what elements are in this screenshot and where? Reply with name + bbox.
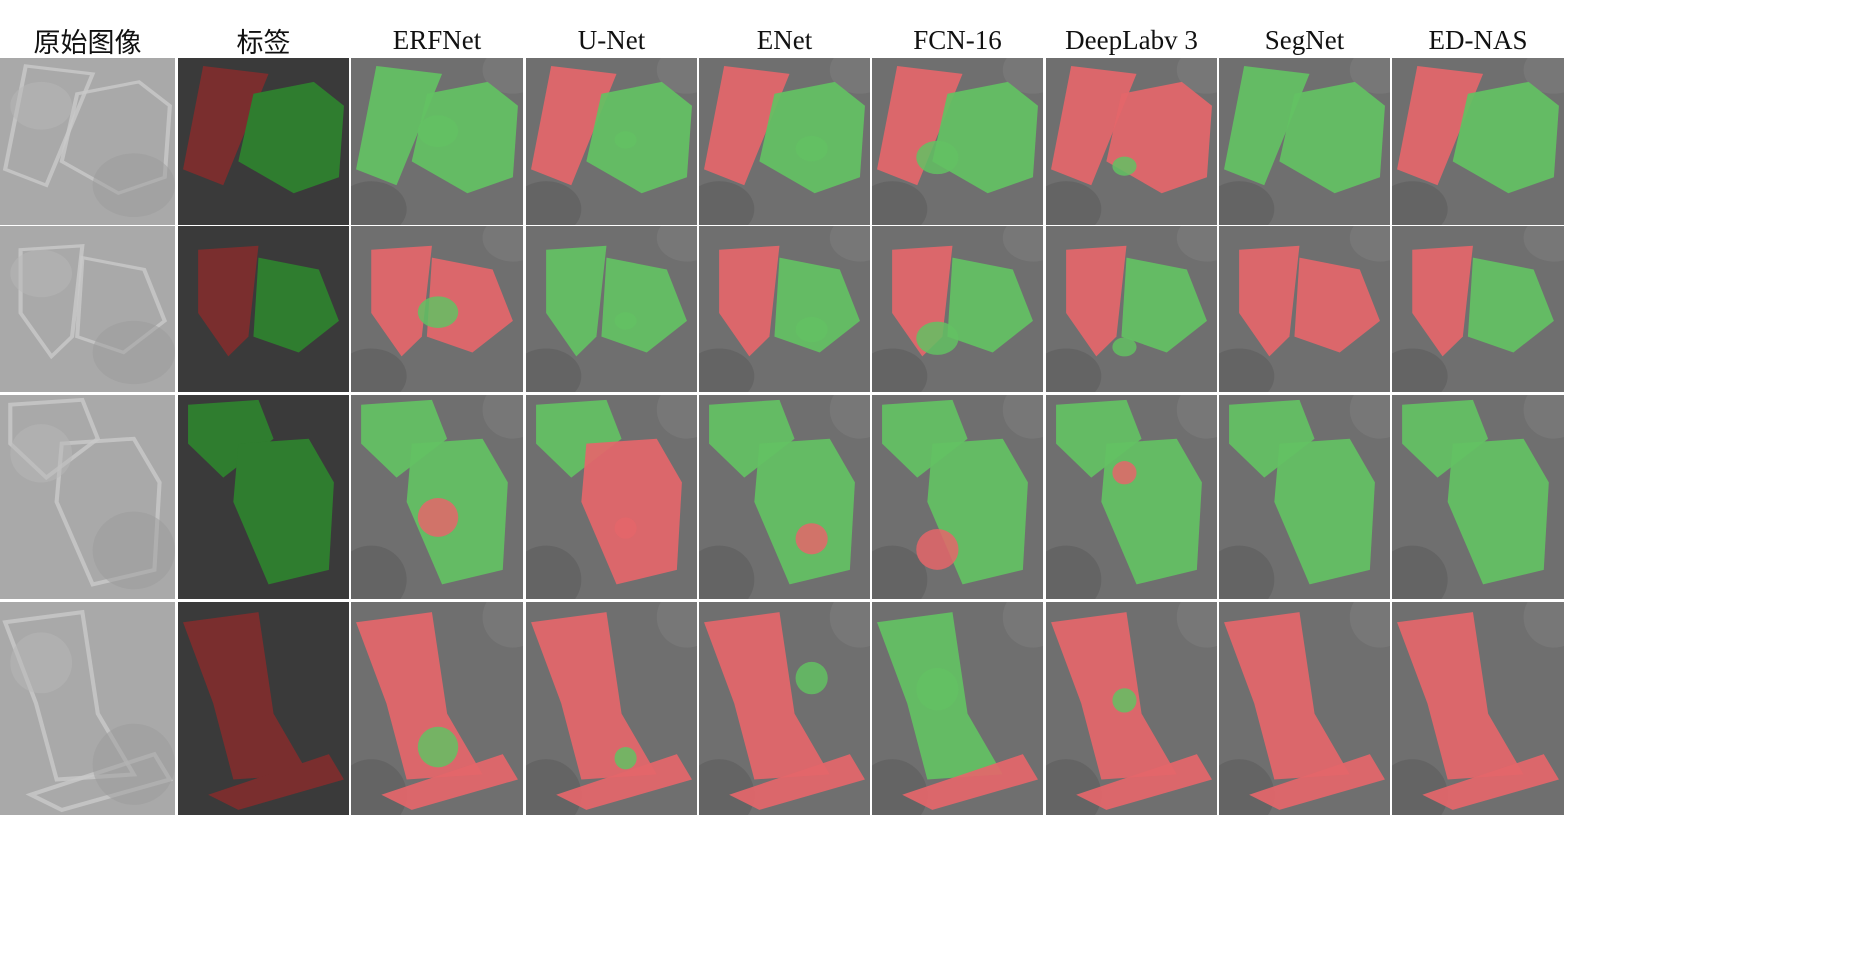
tile-row-3-col-4 — [526, 395, 697, 599]
tile-row-2-col-4 — [526, 226, 697, 392]
tile-row-4-col-2 — [178, 602, 349, 815]
tile-row-1-col-5 — [699, 58, 870, 225]
tile-row-2-col-2 — [178, 226, 349, 392]
tile-row-2-col-8 — [1219, 226, 1390, 392]
tile-row-1-col-7 — [1046, 58, 1217, 225]
tile-row-4-col-9 — [1392, 602, 1564, 815]
header-fcn16: FCN-16 — [913, 24, 1002, 55]
header-ed-nas: ED-NAS — [1428, 24, 1528, 55]
tile-row-4-col-8 — [1219, 602, 1390, 815]
tile-row-2-col-3 — [351, 226, 523, 392]
tile-row-4-col-1 — [0, 602, 175, 815]
tile-row-2-col-6 — [872, 226, 1043, 392]
tile-row-4-col-4 — [526, 602, 697, 815]
tile-row-4-col-5 — [699, 602, 870, 815]
header-erfnet: ERFNet — [392, 24, 482, 55]
tile-row-2-col-7 — [1046, 226, 1217, 392]
tile-row-2-col-1 — [0, 226, 175, 392]
header-unet: U-Net — [577, 24, 646, 55]
tile-row-3-col-2 — [178, 395, 349, 599]
header-label: 标签 — [236, 27, 291, 58]
tile-row-1-col-1 — [0, 58, 175, 225]
header-enet: ENet — [756, 24, 813, 55]
header-original-image: 原始图像 — [33, 27, 142, 58]
tile-row-2-col-9 — [1392, 226, 1564, 392]
tile-row-2-col-5 — [699, 226, 870, 392]
tile-row-1-col-8 — [1219, 58, 1390, 225]
tile-row-1-col-2 — [178, 58, 349, 225]
tile-row-3-col-1 — [0, 395, 175, 599]
tile-row-1-col-4 — [526, 58, 697, 225]
tile-row-3-col-7 — [1046, 395, 1217, 599]
tile-row-1-col-9 — [1392, 58, 1564, 225]
tile-row-3-col-3 — [351, 395, 523, 599]
tile-row-1-col-6 — [872, 58, 1043, 225]
tile-row-3-col-5 — [699, 395, 870, 599]
tile-row-1-col-3 — [351, 58, 523, 225]
tile-row-3-col-8 — [1219, 395, 1390, 599]
header-deeplabv3: DeepLabv 3 — [1065, 24, 1198, 55]
tile-row-3-col-9 — [1392, 395, 1564, 599]
tile-row-4-col-6 — [872, 602, 1043, 815]
tile-row-4-col-3 — [351, 602, 523, 815]
tile-row-3-col-6 — [872, 395, 1043, 599]
tile-row-4-col-7 — [1046, 602, 1217, 815]
header-segnet: SegNet — [1264, 24, 1345, 55]
